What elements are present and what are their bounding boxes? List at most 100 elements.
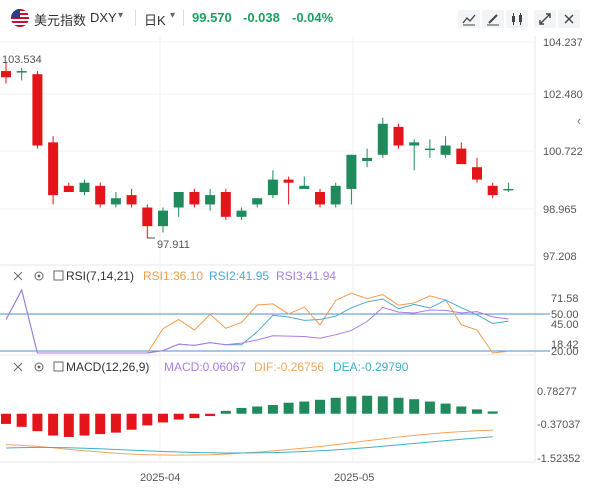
rsi-axis-tick: 50.00 <box>551 309 579 321</box>
macd-close-icon[interactable] <box>13 362 23 372</box>
candle-body[interactable] <box>189 192 200 205</box>
timeframe-dropdown-icon[interactable]: ▾ <box>170 10 176 21</box>
candle-body[interactable] <box>220 192 231 217</box>
indicator-icon[interactable] <box>506 10 528 28</box>
candle-body[interactable] <box>330 185 341 205</box>
macd-bar <box>472 409 482 414</box>
candle-body[interactable] <box>283 179 294 183</box>
macd-bar <box>110 413 121 433</box>
candle-body[interactable] <box>299 185 310 189</box>
macd-bar <box>142 413 153 426</box>
candle-body[interactable] <box>503 188 514 191</box>
macd-bar <box>189 413 200 419</box>
macd-visibility-checkbox[interactable] <box>53 361 64 372</box>
expand-icon[interactable] <box>534 10 556 28</box>
rsi3-value: RSI3:41.94 <box>276 269 336 283</box>
rsi2-value: RSI2:41.95 <box>209 269 269 283</box>
macd-axis-tick: -1.52352 <box>537 453 580 465</box>
candle-body[interactable] <box>142 207 153 227</box>
macd-bar <box>220 410 231 414</box>
chart-style-icon[interactable] <box>458 10 480 28</box>
candle-body[interactable] <box>1 71 11 78</box>
candle-body[interactable] <box>32 74 43 146</box>
candle-body[interactable] <box>205 195 216 205</box>
candle-body[interactable] <box>173 192 184 208</box>
rsi-close-icon[interactable] <box>13 271 23 281</box>
macd-histogram <box>1 395 498 437</box>
high-price-label: 103.534 <box>2 54 42 66</box>
macd-bar <box>158 413 168 423</box>
candle-body[interactable] <box>236 210 247 217</box>
macd-bar <box>377 396 388 414</box>
toolbar-divider <box>183 10 184 26</box>
collapse-panel-chevron-icon[interactable]: ‹ <box>576 113 582 128</box>
candle-body[interactable] <box>440 145 451 155</box>
rsi2-line <box>5 288 509 354</box>
macd-bar <box>330 397 341 414</box>
rsi-axis-tick: 71.58 <box>551 293 579 305</box>
x-axis-label: 2025-05 <box>334 472 374 484</box>
rsi-visibility-checkbox[interactable] <box>53 270 64 281</box>
draw-icon[interactable] <box>482 10 504 28</box>
symbol-code[interactable]: DXY <box>90 10 117 25</box>
price-axis-tick: 102.480 <box>543 89 583 101</box>
candle-body[interactable] <box>267 179 278 196</box>
candle-body[interactable] <box>252 198 263 205</box>
candle-body[interactable] <box>456 148 467 165</box>
candle-body[interactable] <box>315 192 325 205</box>
candle-body[interactable] <box>487 185 498 196</box>
price-change-pct: -0.04% <box>292 10 334 25</box>
dif-value: DIF:-0.26756 <box>254 360 324 374</box>
macd-bar <box>79 413 90 436</box>
candle-body[interactable] <box>377 123 388 155</box>
price-axis-tick: 98.965 <box>543 204 577 216</box>
macd-bar <box>346 396 357 414</box>
macd-bar <box>487 411 498 414</box>
candle-body[interactable] <box>110 198 121 205</box>
macd-bar <box>48 413 59 436</box>
macd-bar <box>456 406 467 414</box>
macd-bar <box>173 413 184 420</box>
candle-body[interactable] <box>48 142 59 196</box>
candle-body[interactable] <box>126 195 137 205</box>
macd-bar <box>16 413 27 427</box>
x-axis-label: 2025-04 <box>140 472 180 484</box>
price-axis-tick: 104.237 <box>543 37 583 49</box>
macd-bar <box>95 413 106 435</box>
macd-value: MACD:0.06067 <box>164 360 246 374</box>
macd-settings-icon[interactable] <box>34 362 44 372</box>
macd-bar <box>283 402 294 414</box>
candle-body[interactable] <box>16 71 27 73</box>
macd-bar <box>393 397 404 414</box>
macd-bar <box>362 395 373 414</box>
macd-bar <box>32 413 43 432</box>
rsi-axis-tick: 20.00 <box>551 346 579 358</box>
chart-toolbar: 美元指数 DXY ▾ 日K ▾ 99.570 -0.038 -0.04% <box>0 0 589 36</box>
symbol-name[interactable]: 美元指数 <box>34 13 87 28</box>
candle-body[interactable] <box>346 154 357 189</box>
macd-bar <box>252 406 263 414</box>
candle-body[interactable] <box>424 148 435 151</box>
low-price-label: 97.911 <box>157 239 190 251</box>
rsi-settings-icon[interactable] <box>34 271 44 281</box>
macd-bar <box>299 401 310 414</box>
close-icon[interactable] <box>558 10 580 28</box>
candle-body[interactable] <box>362 157 373 162</box>
candle-body[interactable] <box>393 126 404 146</box>
timeframe-select[interactable]: 日K <box>144 13 166 28</box>
rsi1-line <box>5 288 509 354</box>
price-change: -0.038 <box>243 10 280 25</box>
candle-body[interactable] <box>63 185 74 193</box>
candle-body[interactable] <box>472 167 482 180</box>
candle-body[interactable] <box>79 182 90 193</box>
macd-axis-tick: 0.78277 <box>537 386 577 398</box>
symbol-dropdown-icon[interactable]: ▾ <box>118 10 124 21</box>
macd-axis-tick: -0.37037 <box>537 419 580 431</box>
candle-body[interactable] <box>158 210 168 227</box>
candle-body[interactable] <box>409 142 420 146</box>
us-flag-icon <box>11 9 29 27</box>
candle-body[interactable] <box>95 185 106 205</box>
macd-bar <box>236 407 247 414</box>
